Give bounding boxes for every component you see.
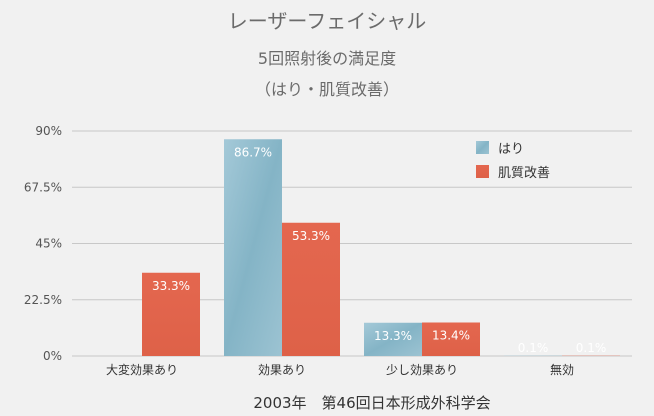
- bar-hari: [364, 322, 422, 356]
- chart-subtitle: 5回照射後の満足度: [258, 49, 396, 68]
- y-tick-label: 67.5%: [24, 180, 62, 194]
- bar-value-label: 0.1%: [518, 341, 549, 355]
- x-category-label: 少し効果あり: [386, 362, 458, 377]
- bar-value-label: 13.3%: [374, 329, 412, 343]
- legend: はり 肌質改善: [476, 141, 550, 181]
- legend-swatch-hari: [476, 141, 489, 154]
- bar-value-label: 53.3%: [292, 229, 330, 243]
- y-tick-label: 90%: [35, 124, 62, 138]
- bar-hari: [224, 139, 282, 356]
- bar-hadashitsu: [282, 222, 340, 356]
- x-category-label: 大変効果あり: [106, 362, 178, 377]
- y-tick-label: 45%: [35, 237, 62, 251]
- bars: [142, 139, 620, 356]
- bar-value-label: 86.7%: [234, 145, 272, 159]
- y-tick-label: 0%: [43, 349, 62, 363]
- bar-value-label: 0.1%: [576, 341, 607, 355]
- legend-label-hari: はり: [498, 142, 524, 157]
- x-category-label: 効果あり: [258, 362, 306, 377]
- bar-hadashitsu: [142, 272, 200, 356]
- x-category-label: 無効: [550, 362, 574, 377]
- footer-caption: 2003年 第46回日本形成外科学会: [253, 394, 490, 412]
- x-axis-categories: 大変効果あり 効果あり 少し効果あり 無効: [106, 362, 574, 377]
- bar-value-label: 33.3%: [152, 279, 190, 293]
- data-labels: 33.3% 86.7% 53.3% 13.3% 13.4% 0.1% 0.1%: [152, 145, 606, 355]
- bar-hadashitsu: [422, 322, 480, 356]
- y-tick-label: 22.5%: [24, 293, 62, 307]
- y-axis-ticks: 0% 22.5% 45% 67.5% 90%: [24, 124, 62, 363]
- legend-label-hadashitsu: 肌質改善: [498, 165, 550, 181]
- chart-subtitle-2: （はり・肌質改善）: [255, 80, 399, 99]
- chart-title: レーザーフェイシャル: [228, 9, 426, 33]
- bar-value-label: 13.4%: [432, 329, 470, 343]
- legend-swatch-hadashitsu: [476, 165, 489, 178]
